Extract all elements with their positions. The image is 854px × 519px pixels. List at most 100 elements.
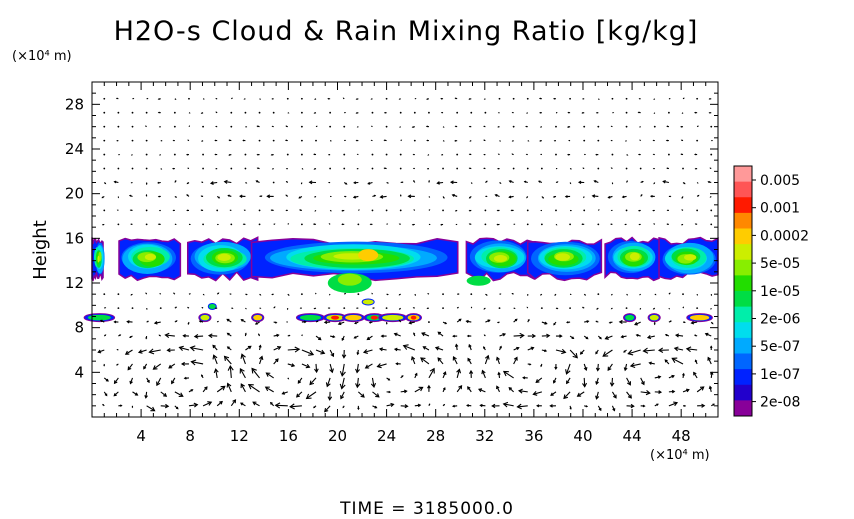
wind-arrow-head [258, 344, 262, 348]
wind-arrow-head [669, 195, 672, 198]
wind-arrow-head [701, 403, 706, 408]
wind-arrow [125, 349, 133, 355]
wind-arrow-head [485, 294, 488, 296]
wind-arrow-head [373, 194, 377, 197]
wind-arrow-head [434, 346, 440, 351]
wind-arrow [202, 401, 212, 407]
wind-arrow-head [411, 355, 416, 361]
wind-arrow-head [646, 335, 652, 340]
colorbar-swatch [734, 181, 752, 198]
wind-dot [442, 307, 444, 310]
wind-arrow [230, 399, 236, 407]
cloud-contour [144, 253, 156, 261]
wind-arrow [229, 366, 232, 378]
wind-arrow-head [421, 332, 426, 337]
wind-arrow-head [398, 319, 401, 322]
wind-arrow-head [116, 364, 118, 366]
wind-arrow-head [115, 97, 118, 100]
wind-arrow-head [550, 392, 554, 396]
wind-arrow-head [342, 406, 345, 409]
wind-arrow [686, 348, 698, 351]
wind-dot [145, 167, 148, 170]
wind-arrow-head [316, 320, 319, 323]
wind-dot [456, 167, 459, 170]
wind-dot [300, 97, 303, 100]
wind-arrow-head [113, 393, 117, 397]
wind-arrow-head [183, 376, 187, 380]
wind-arrow-head [204, 386, 208, 390]
wind-arrow-head [707, 180, 710, 184]
wind-arrow-head [535, 379, 540, 383]
wind-arrow-head [380, 334, 384, 338]
wind-arrow-head [673, 346, 679, 352]
wind-arrow-head [145, 193, 148, 196]
wind-dot [230, 167, 233, 170]
wind-dot [188, 97, 190, 100]
wind-arrow-head [175, 306, 178, 309]
wind-arrow-head [254, 322, 258, 325]
wind-arrow [555, 349, 566, 353]
wind-arrow-head [399, 194, 402, 196]
wind-arrow [435, 347, 444, 351]
rain-patch-core [87, 314, 111, 321]
wind-arrow-head [567, 111, 570, 114]
wind-arrow-head [638, 223, 641, 226]
wind-arrow-head [581, 112, 584, 114]
wind-arrow-head [502, 370, 509, 377]
wind-dot [668, 111, 670, 114]
wind-arrow-head [652, 209, 655, 212]
wind-arrow-head [466, 334, 470, 338]
wind-arrow-head [496, 321, 499, 324]
wind-arrow-head [105, 378, 109, 382]
wind-arrow-head [581, 306, 584, 309]
wind-dot [230, 125, 233, 128]
wind-arrow-head [694, 167, 697, 170]
wind-arrow [190, 347, 204, 351]
wind-arrow-head [411, 223, 414, 226]
wind-arrow [356, 377, 359, 388]
wind-arrow [216, 385, 226, 393]
wind-arrow-head [340, 395, 345, 400]
wind-arrow-head [175, 406, 179, 410]
wind-dot [173, 153, 176, 156]
wind-arrow-head [104, 334, 107, 336]
wind-arrow-head [97, 349, 102, 354]
wind-arrow-head [539, 111, 542, 114]
wind-dot [103, 139, 106, 142]
wind-dot [428, 321, 430, 323]
wind-arrow-head [552, 195, 555, 198]
wind-arrow [146, 405, 155, 412]
wind-arrow-head [451, 404, 455, 408]
wind-arrow-head [364, 364, 370, 369]
wind-arrow-head [323, 320, 328, 325]
wind-arrow-head [330, 352, 335, 358]
wind-arrow-head [516, 403, 522, 410]
wind-arrow-head [653, 323, 656, 326]
wind-arrow [365, 363, 373, 369]
wind-arrow-head [554, 366, 558, 371]
wind-arrow-head [104, 182, 107, 185]
wind-dot [315, 139, 317, 142]
wind-arrow-head [271, 293, 274, 296]
x-tick-label: 32 [475, 427, 494, 445]
wind-arrow [188, 404, 198, 407]
wind-arrow-head [683, 182, 686, 185]
wind-arrow-head [357, 407, 360, 411]
wind-dot [470, 293, 473, 296]
wind-arrow-head [295, 393, 301, 398]
wind-arrow-head [120, 404, 123, 407]
rain-patch-core [689, 314, 710, 321]
wind-arrow-head [256, 153, 259, 156]
wind-dot [597, 223, 600, 226]
colorbar-label: 2e-08 [760, 395, 800, 411]
wind-arrow-head [244, 332, 247, 335]
wind-arrow-head [452, 334, 456, 338]
wind-arrow [403, 345, 416, 351]
wind-arrow [114, 377, 119, 384]
wind-arrow-head [426, 307, 429, 310]
wind-dot [456, 153, 459, 156]
wind-arrow-head [309, 380, 315, 386]
wind-arrow-head [554, 294, 556, 296]
wind-arrow-head [134, 392, 139, 396]
wind-arrow-head [325, 382, 331, 388]
